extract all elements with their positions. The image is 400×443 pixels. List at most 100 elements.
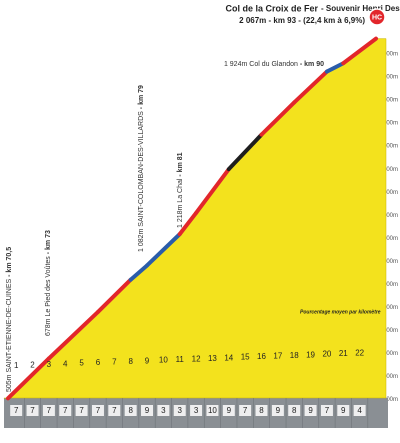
km-number: 9 bbox=[145, 356, 150, 365]
km-number: 7 bbox=[112, 358, 117, 367]
annotation-place: SAINT-ETIENNE-DE-CUINES bbox=[6, 278, 13, 372]
km-number: 15 bbox=[241, 353, 250, 362]
ridge-segment bbox=[145, 232, 182, 268]
annotation-place: La Chal bbox=[177, 178, 184, 203]
km-number: 18 bbox=[290, 351, 299, 360]
gradient-box bbox=[353, 405, 366, 416]
annotation-place: Le Pied des Voûtes bbox=[45, 256, 52, 317]
gradient-label: 3 bbox=[194, 406, 199, 415]
ridge-segment bbox=[128, 263, 150, 282]
ridge-segment bbox=[194, 167, 231, 215]
gradient-box bbox=[271, 405, 284, 416]
gradient-label: 7 bbox=[79, 406, 84, 415]
gradient-box bbox=[222, 405, 235, 416]
annotation-km: - km 70,5 bbox=[6, 247, 13, 277]
y-tick-label: 2000m bbox=[380, 52, 398, 58]
gradient-box bbox=[173, 405, 186, 416]
km-number: 21 bbox=[339, 349, 348, 358]
gradient-label: 10 bbox=[208, 406, 217, 415]
gradient-box bbox=[206, 405, 219, 416]
y-tick-label: 1400m bbox=[380, 190, 398, 196]
ridge-segment bbox=[226, 132, 264, 172]
gradient-label: 8 bbox=[292, 406, 297, 415]
gradient-label: 7 bbox=[112, 406, 117, 415]
km-number: 13 bbox=[208, 354, 217, 363]
gradient-box bbox=[124, 405, 137, 416]
gradient-label: 7 bbox=[243, 406, 248, 415]
annotation-km: - km 73 bbox=[45, 230, 52, 254]
km-number: 2 bbox=[30, 361, 35, 370]
annotation-place: Col du Glandon bbox=[249, 61, 298, 68]
km-number: 11 bbox=[176, 355, 185, 364]
y-tick-label: 1200m bbox=[380, 236, 398, 242]
annotation-altitude: 1 082m bbox=[138, 228, 145, 252]
ridge-segment bbox=[46, 309, 100, 361]
gradient-box bbox=[42, 405, 55, 416]
km-number: 17 bbox=[273, 352, 282, 361]
y-tick-label: 500m bbox=[383, 397, 398, 403]
annotation-altitude: 678m bbox=[45, 318, 52, 336]
y-tick-label: 1300m bbox=[380, 213, 398, 219]
km-number: 20 bbox=[322, 350, 331, 359]
km-number: 4 bbox=[63, 359, 68, 368]
y-tick-label: 600m bbox=[383, 374, 398, 380]
gradient-label: 8 bbox=[259, 406, 264, 415]
gradient-box bbox=[141, 405, 154, 416]
annotation: 1 218m La Chal - km 81 bbox=[177, 152, 184, 228]
gradient-label: 7 bbox=[47, 406, 52, 415]
y-tick-label: 1100m bbox=[380, 259, 398, 265]
y-tick-label: 1700m bbox=[380, 121, 398, 127]
annotation: 678m Le Pied des Voûtes - km 73 bbox=[45, 230, 52, 336]
ridge-segment bbox=[177, 210, 199, 237]
annotation-km: - km 90 bbox=[300, 61, 324, 68]
y-tick-label: 1900m bbox=[380, 75, 398, 81]
gradient-label: 9 bbox=[308, 406, 313, 415]
annotation-km: - km 81 bbox=[177, 152, 184, 176]
gradient-label: 7 bbox=[96, 406, 101, 415]
km-number: 10 bbox=[159, 356, 168, 365]
annotation-altitude: 1 924m bbox=[224, 61, 248, 68]
gradient-box bbox=[26, 405, 39, 416]
gradient-label: 7 bbox=[14, 406, 19, 415]
km-number: 8 bbox=[128, 357, 133, 366]
y-tick-label: 1800m bbox=[380, 98, 398, 104]
gradient-box bbox=[288, 405, 301, 416]
gradient-label: 7 bbox=[63, 406, 68, 415]
gradient-label: 9 bbox=[276, 406, 281, 415]
km-number: 6 bbox=[96, 358, 101, 367]
chart-title: Col de la Croix de Fer bbox=[225, 3, 318, 13]
ridge-segment bbox=[6, 356, 51, 401]
km-number: 14 bbox=[224, 353, 233, 362]
km-number: 16 bbox=[257, 352, 266, 361]
gradient-box bbox=[75, 405, 88, 416]
annotation: 1 924m Col du Glandon - km 90 bbox=[224, 61, 324, 68]
gradient-label: 9 bbox=[145, 406, 150, 415]
gradient-box bbox=[239, 405, 252, 416]
km-number: 22 bbox=[355, 349, 364, 358]
y-tick-label: 800m bbox=[383, 328, 398, 334]
ridge-segment bbox=[259, 100, 297, 137]
gradient-box bbox=[157, 405, 170, 416]
y-tick-label: 1000m bbox=[380, 282, 398, 288]
gradient-box bbox=[91, 405, 104, 416]
gradient-label: 9 bbox=[341, 406, 346, 415]
ridge-segment bbox=[341, 36, 378, 66]
y-tick-label: 1600m bbox=[380, 144, 398, 150]
chart-subtitle: - Souvenir Henri Desgrange bbox=[321, 4, 400, 13]
gradient-box bbox=[304, 405, 317, 416]
km-number: 5 bbox=[79, 359, 84, 368]
gradient-box bbox=[255, 405, 268, 416]
annotation: 1 082m SAINT-COLOMBAN-DES-VILLARDS - km … bbox=[138, 85, 145, 252]
annotation-place: SAINT-COLOMBAN-DES-VILLARDS bbox=[138, 111, 145, 227]
badge-label: HC bbox=[372, 14, 382, 21]
gradient-box bbox=[10, 405, 23, 416]
gradient-label: 7 bbox=[325, 406, 330, 415]
gradient-note: Pourcentage moyen par kilomètre bbox=[300, 309, 381, 315]
ridge-segment bbox=[292, 69, 329, 105]
gradient-box bbox=[337, 405, 350, 416]
gradient-box bbox=[320, 405, 333, 416]
gradient-box bbox=[59, 405, 72, 416]
gradient-label: 8 bbox=[128, 406, 133, 415]
km-number: 19 bbox=[306, 350, 315, 359]
gradient-label: 9 bbox=[227, 406, 232, 415]
